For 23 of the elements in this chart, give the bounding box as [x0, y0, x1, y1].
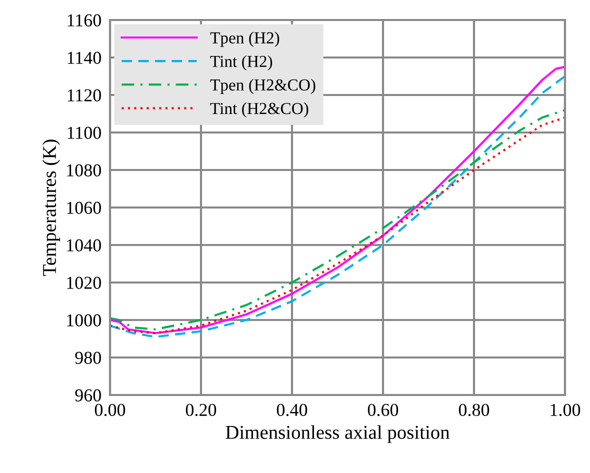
y-tick-label: 1160	[68, 14, 101, 26]
legend-label: Tpen (H2)	[210, 32, 280, 47]
legend-label: Tint (H2&CO)	[210, 102, 308, 118]
legend-label: Tint (H2)	[210, 55, 272, 70]
y-axis-title: Temperatures (K)	[42, 140, 60, 276]
x-tick-label: 0.40	[276, 404, 308, 416]
y-tick-label: 1020	[67, 276, 101, 289]
y-tick-label: 1040	[67, 239, 101, 252]
x-tick-label: 0.20	[186, 404, 216, 416]
y-tick-label: 980	[75, 352, 101, 364]
x-axis-title: Dimensionless axial position	[226, 425, 450, 443]
y-tick-label: 1060	[67, 202, 101, 214]
x-tick-label: 1.00	[550, 404, 580, 416]
x-tick-label: 0.60	[368, 404, 398, 416]
y-tick-label: 1120	[68, 89, 101, 102]
y-tick-label: 1100	[68, 126, 101, 139]
y-tick-label: 1140	[68, 52, 101, 64]
y-tick-label: 1000	[67, 314, 101, 326]
y-tick-label: 1080	[67, 164, 101, 176]
x-tick-label: 0.00	[94, 404, 126, 416]
y-tick-label: 960	[75, 389, 101, 402]
x-tick-label: 0.80	[458, 404, 490, 416]
legend-label: Tpen (H2&CO)	[210, 78, 316, 94]
